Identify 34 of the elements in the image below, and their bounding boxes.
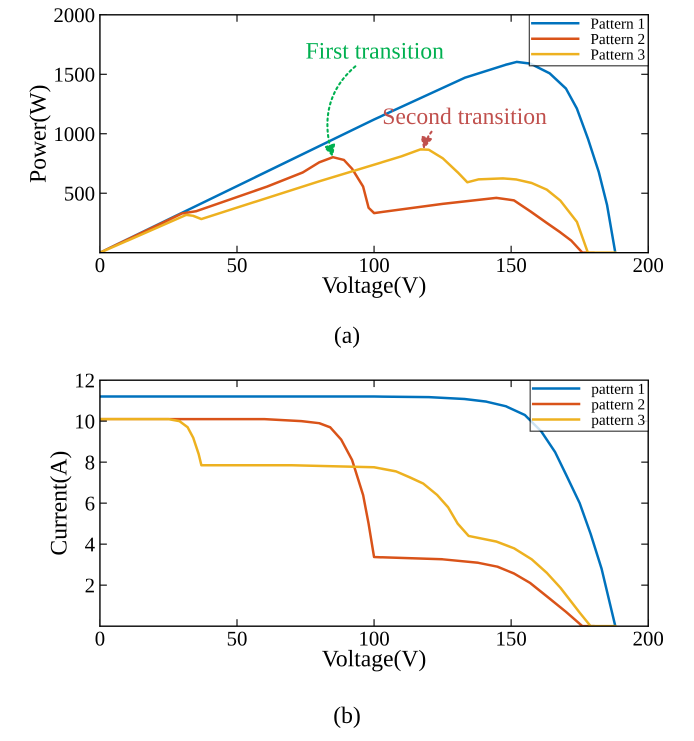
- y-tick-label: 500: [65, 186, 94, 201]
- text: (a): [334, 326, 360, 348]
- legend-label: pattern 3: [592, 414, 645, 428]
- y-tick-label: 8: [85, 456, 94, 470]
- y-tick-label: 1500: [55, 68, 94, 82]
- legend-label: Pattern 2: [590, 34, 644, 44]
- x-tick-label: 200: [633, 258, 664, 272]
- x-tick-label: 200: [633, 632, 664, 646]
- y-tick-label: 4: [85, 538, 95, 552]
- x-tick-label: 100: [360, 632, 389, 646]
- x-tick-label: 0: [96, 632, 104, 646]
- legend-label: Pattern 1: [590, 18, 644, 29]
- legend-label: pattern 1: [592, 384, 644, 398]
- x-tick-label: 50: [228, 258, 247, 272]
- y-tick-label: 12: [76, 374, 94, 388]
- x-tick-label: 150: [497, 632, 526, 646]
- legend-label: Pattern 3: [590, 49, 645, 60]
- y-tick-label: 2: [86, 578, 94, 592]
- x-axis-title: Voltage(V): [322, 276, 426, 298]
- y-axis-title: Current(A): [50, 452, 72, 555]
- annotation: Second transition: [384, 108, 547, 124]
- text: (b): [334, 706, 360, 728]
- x-tick-label: 100: [360, 258, 389, 272]
- x-tick-label: 50: [228, 632, 247, 646]
- y-tick-label: 2000: [54, 8, 94, 22]
- x-axis-title: Voltage(V): [322, 650, 426, 672]
- legend-label: pattern 2: [592, 399, 644, 413]
- y-axis-title: Power(W): [29, 86, 51, 182]
- y-tick-label: 1000: [55, 127, 94, 142]
- y-tick-label: 10: [76, 414, 94, 429]
- annotation: First transition: [306, 42, 444, 59]
- x-tick-label: 150: [497, 258, 526, 272]
- x-tick-label: 0: [96, 258, 104, 272]
- y-tick-label: 6: [86, 496, 94, 511]
